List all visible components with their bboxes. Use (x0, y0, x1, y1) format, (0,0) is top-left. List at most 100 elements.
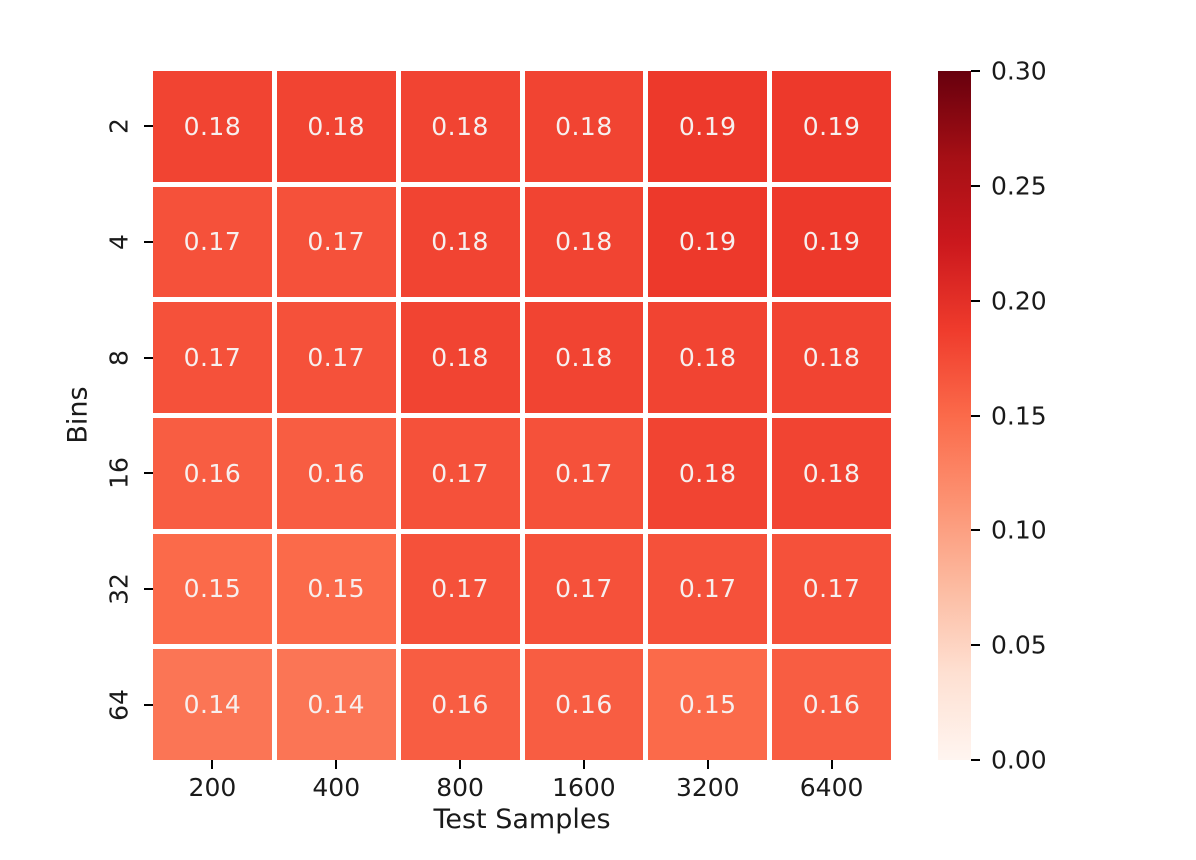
heatmap-cell-value: 0.14 (183, 690, 242, 720)
heatmap-cell: 0.16 (400, 649, 520, 760)
heatmap-cell-value: 0.15 (678, 690, 737, 720)
colorbar (938, 71, 971, 760)
heatmap-cell-value: 0.17 (183, 343, 242, 373)
x-tick-label: 400 (312, 773, 361, 802)
y-tick-mark (144, 125, 153, 128)
heatmap-cell-value: 0.19 (678, 111, 737, 141)
y-tick-mark (144, 356, 153, 359)
heatmap-cell: 0.18 (524, 186, 644, 298)
y-tick-label: 8 (104, 349, 134, 366)
heatmap-cell: 0.18 (400, 71, 520, 182)
heatmap-cell-value: 0.18 (431, 227, 489, 257)
heatmap-cell: 0.18 (400, 302, 520, 413)
heatmap-cell-value: 0.18 (802, 458, 861, 488)
heatmap-cell-value: 0.17 (802, 574, 861, 604)
heatmap-cell: 0.14 (276, 649, 396, 760)
heatmap-cell-value: 0.14 (307, 690, 366, 720)
heatmap-cell: 0.17 (524, 417, 644, 529)
heatmap-cell-value: 0.17 (555, 458, 613, 488)
heatmap-cell-value: 0.17 (431, 458, 489, 488)
heatmap-cell: 0.17 (648, 533, 768, 645)
x-tick-mark (459, 760, 462, 769)
heatmap-cell: 0.19 (648, 71, 768, 182)
heatmap-cell-value: 0.16 (307, 458, 366, 488)
x-tick-mark (582, 760, 585, 769)
colorbar-tick-mark (971, 644, 980, 647)
heatmap-cell: 0.15 (276, 533, 396, 645)
colorbar-tick-label: 0.10 (991, 515, 1047, 545)
colorbar-tick-label: 0.15 (991, 401, 1047, 430)
heatmap-cell-value: 0.19 (802, 227, 861, 257)
colorbar-tick-mark (971, 414, 980, 417)
heatmap-cell-value: 0.19 (678, 227, 737, 257)
heatmap-cell-value: 0.18 (678, 458, 737, 488)
heatmap-cell: 0.15 (153, 533, 272, 645)
heatmap-cell: 0.17 (276, 302, 396, 413)
heatmap-cell: 0.18 (648, 302, 768, 413)
heatmap-cell: 0.16 (772, 649, 891, 760)
heatmap-cell: 0.17 (153, 302, 272, 413)
heatmap-cell: 0.17 (276, 186, 396, 298)
heatmap-cell-value: 0.17 (555, 574, 613, 604)
heatmap-cell: 0.18 (648, 417, 768, 529)
heatmap-cell-value: 0.15 (183, 574, 242, 604)
x-tick-mark (706, 760, 709, 769)
heatmap-cell: 0.15 (648, 649, 768, 760)
x-tick-mark (335, 760, 338, 769)
y-tick-label: 4 (104, 234, 134, 250)
heatmap-cell: 0.18 (153, 71, 272, 182)
x-tick-mark (211, 760, 214, 769)
heatmap-cell: 0.18 (772, 417, 891, 529)
heatmap-cell-value: 0.18 (802, 343, 861, 373)
heatmap-cell: 0.16 (276, 417, 396, 529)
colorbar-tick-mark (971, 184, 980, 187)
heatmap-cell: 0.17 (153, 186, 272, 298)
heatmap-cell: 0.17 (400, 417, 520, 529)
x-tick-label: 800 (436, 773, 484, 802)
heatmap-cell: 0.14 (153, 649, 272, 760)
heatmap-cell-value: 0.18 (678, 343, 737, 373)
x-axis-title: Test Samples (433, 804, 611, 835)
colorbar-tick-mark (971, 299, 980, 302)
x-tick-label: 200 (188, 773, 237, 802)
heatmap-cell: 0.16 (524, 649, 644, 760)
colorbar-tick-label: 0.20 (991, 286, 1047, 316)
colorbar-tick-mark (971, 70, 980, 72)
heatmap-cell: 0.19 (648, 186, 768, 298)
x-tick-mark (830, 760, 833, 769)
colorbar-tick-mark (971, 759, 980, 761)
y-tick-mark (144, 472, 153, 475)
heatmap-cell: 0.18 (400, 186, 520, 298)
y-tick-label: 32 (104, 573, 134, 605)
y-tick-label: 64 (104, 688, 134, 721)
y-axis-title: Bins (62, 386, 94, 444)
heatmap-cell-value: 0.18 (431, 343, 489, 373)
heatmap-cell-value: 0.18 (555, 343, 613, 373)
heatmap-cell-value: 0.18 (555, 227, 613, 257)
y-tick-label: 2 (104, 118, 134, 135)
heatmap-cell: 0.18 (524, 302, 644, 413)
heatmap-cell-value: 0.19 (802, 111, 861, 141)
y-tick-label: 16 (104, 457, 134, 490)
heatmap-cell: 0.16 (153, 417, 272, 529)
heatmap-cell-value: 0.15 (307, 574, 366, 604)
colorbar-tick-label: 0.05 (991, 630, 1047, 660)
heatmap-cell-value: 0.16 (802, 690, 861, 720)
heatmap-cell: 0.17 (400, 533, 520, 645)
heatmap-cell: 0.18 (276, 71, 396, 182)
colorbar-tick-mark (971, 529, 980, 532)
heatmap-cell: 0.19 (772, 186, 891, 298)
heatmap-cell-value: 0.18 (307, 111, 366, 141)
heatmap-cell: 0.18 (772, 302, 891, 413)
x-tick-label: 3200 (675, 773, 740, 802)
heatmap-cell-value: 0.16 (555, 690, 613, 720)
heatmap-cell-value: 0.17 (183, 227, 242, 257)
colorbar-tick-label: 0.25 (991, 171, 1047, 201)
heatmap-cell-value: 0.17 (431, 574, 489, 604)
heatmap-cell-value: 0.18 (555, 111, 613, 141)
heatmap-cell-value: 0.17 (307, 227, 366, 257)
x-tick-label: 6400 (799, 773, 864, 802)
heatmap-cell-value: 0.17 (307, 343, 366, 373)
heatmap-cell: 0.17 (772, 533, 891, 645)
